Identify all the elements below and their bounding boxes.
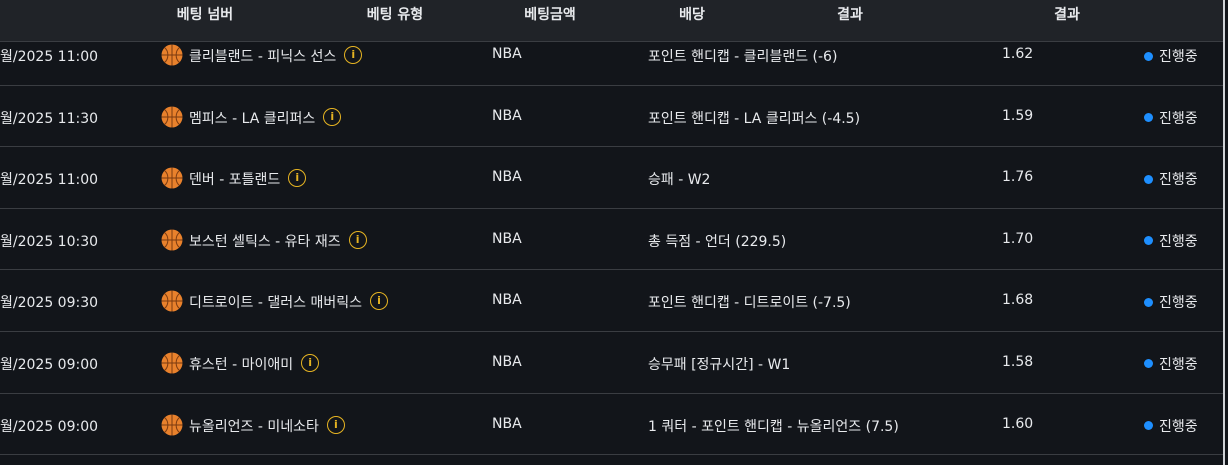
status-label: 진행중: [1159, 110, 1198, 127]
basketball-icon: [161, 106, 183, 128]
league: NBA: [492, 107, 522, 124]
bet-selection: 포인트 핸디캡 - 클리블랜드 (-6): [648, 49, 838, 65]
table-header: 베팅 넘버 베팅 유형 베팅금액 배당 결과 결과: [0, 0, 1223, 42]
match-label: 휴스턴 - 마이애미: [189, 356, 294, 373]
status-label: 진행중: [1159, 356, 1198, 373]
basketball-icon: [161, 229, 183, 251]
status-dot-icon: [1144, 359, 1153, 369]
status-label: 진행중: [1159, 418, 1198, 435]
bet-selection: 승패 - W2: [648, 172, 711, 189]
status-dot-icon: [1144, 297, 1153, 307]
basketball-icon: [161, 167, 183, 189]
basketball-icon: [161, 352, 183, 374]
match-name[interactable]: 뉴올리언즈 - 미네소타 i: [189, 415, 345, 436]
table-row[interactable]: 월/2025 11:00 클리블랜드 - 피닉스 선스 i NBA 포인트 핸디캡…: [0, 24, 1223, 86]
col-bet-amount: 베팅금액: [524, 7, 576, 23]
info-icon[interactable]: i: [348, 230, 367, 249]
match-name[interactable]: 디트로이트 - 댈러스 매버릭스 i: [189, 292, 388, 312]
table-row[interactable]: 월/2025 10:30 보스턴 셀틱스 - 유타 재즈 i NBA 총 득점 -…: [0, 209, 1223, 271]
league: NBA: [492, 353, 522, 370]
table-row[interactable]: 월/2025 09:00 휴스턴 - 마이애미 i NBA 승무패 [정규시간] …: [0, 332, 1223, 394]
col-bet-number: 베팅 넘버: [176, 7, 234, 23]
info-icon[interactable]: i: [323, 107, 342, 126]
match-label: 디트로이트 - 댈러스 매버릭스: [189, 295, 362, 312]
status-badge: 진행중: [1144, 354, 1198, 374]
league: NBA: [492, 46, 522, 62]
bet-date: 월/2025 11:00: [0, 172, 99, 189]
match-name[interactable]: 보스턴 셀틱스 - 유타 재즈 i: [189, 230, 367, 251]
status-badge: 진행중: [1144, 416, 1198, 436]
basketball-icon: [161, 44, 183, 66]
match-name[interactable]: 멤피스 - LA 클리퍼스 i: [189, 107, 342, 128]
status-dot-icon: [1144, 236, 1153, 246]
bet-date: 월/2025 09:00: [0, 418, 99, 435]
status-dot-icon: [1144, 113, 1153, 123]
col-bet-type: 베팅 유형: [366, 7, 424, 23]
odds-value: 1.70: [1002, 230, 1034, 247]
bet-selection: 승무패 [정규시간] - W1: [648, 356, 791, 373]
bet-date: 월/2025 09:30: [0, 295, 99, 312]
table-row[interactable]: 월/2025 11:30 멤피스 - LA 클리퍼스 i NBA 포인트 핸디캡 …: [0, 86, 1223, 148]
bet-date: 월/2025 10:30: [0, 233, 99, 250]
match-label: 멤피스 - LA 클리퍼스: [189, 110, 316, 127]
status-label: 진행중: [1159, 49, 1198, 65]
bet-selection: 포인트 핸디캡 - 디트로이트 (-7.5): [648, 295, 851, 312]
status-badge: 진행중: [1144, 169, 1198, 189]
league: NBA: [492, 415, 522, 432]
odds-value: 1.60: [1002, 415, 1034, 432]
match-name[interactable]: 휴스턴 - 마이애미 i: [189, 353, 320, 374]
bet-selection: 포인트 핸디캡 - LA 클리퍼스 (-4.5): [648, 110, 861, 127]
status-label: 진행중: [1159, 295, 1198, 312]
table-row[interactable]: 월/2025 09:00 뉴올리언즈 - 미네소타 i NBA 1 쿼터 - 포인…: [0, 394, 1223, 456]
league: NBA: [492, 169, 522, 186]
info-icon[interactable]: i: [344, 46, 363, 64]
info-icon[interactable]: i: [301, 353, 320, 372]
status-label: 진행중: [1159, 233, 1198, 250]
info-icon[interactable]: i: [288, 169, 307, 188]
match-label: 클리블랜드 - 피닉스 선스: [189, 49, 337, 65]
status-badge: 진행중: [1144, 292, 1198, 312]
table-row[interactable]: 월/2025 09:30 디트로이트 - 댈러스 매버릭스 i NBA 포인트 핸…: [0, 270, 1223, 332]
basketball-icon: [161, 414, 183, 436]
match-label: 보스턴 셀틱스 - 유타 재즈: [189, 233, 341, 250]
status-label: 진행중: [1159, 172, 1198, 189]
table-body: 월/2025 11:00 클리블랜드 - 피닉스 선스 i NBA 포인트 핸디캡…: [0, 24, 1223, 456]
basketball-icon: [161, 290, 183, 312]
odds-value: 1.68: [1002, 292, 1034, 309]
col-result: 결과: [837, 7, 863, 23]
league: NBA: [492, 230, 522, 247]
col-result-2: 결과: [1054, 7, 1080, 23]
match-name[interactable]: 덴버 - 포틀랜드 i: [189, 169, 307, 189]
status-badge: 진행중: [1144, 108, 1198, 128]
status-badge: 진행중: [1144, 231, 1198, 251]
status-dot-icon: [1144, 421, 1153, 431]
odds-value: 1.59: [1002, 107, 1034, 124]
bet-selection: 1 쿼터 - 포인트 핸디캡 - 뉴올리언즈 (7.5): [648, 418, 899, 435]
bet-date: 월/2025 11:00: [0, 49, 99, 65]
bet-date: 월/2025 09:00: [0, 356, 99, 373]
odds-value: 1.62: [1002, 46, 1034, 62]
info-icon[interactable]: i: [326, 415, 345, 434]
status-dot-icon: [1144, 174, 1153, 184]
odds-value: 1.58: [1002, 353, 1034, 370]
bet-selection: 총 득점 - 언더 (229.5): [648, 233, 787, 250]
league: NBA: [492, 292, 522, 309]
status-badge: 진행중: [1144, 46, 1198, 66]
match-name[interactable]: 클리블랜드 - 피닉스 선스 i: [189, 46, 363, 66]
status-dot-icon: [1144, 51, 1153, 61]
match-label: 뉴올리언즈 - 미네소타: [189, 418, 319, 435]
info-icon[interactable]: i: [369, 292, 388, 311]
bet-date: 월/2025 11:30: [0, 110, 99, 127]
odds-value: 1.76: [1002, 169, 1034, 186]
table-row[interactable]: 월/2025 11:00 덴버 - 포틀랜드 i NBA 승패 - W2 1.76…: [0, 147, 1223, 209]
match-label: 덴버 - 포틀랜드: [189, 172, 281, 189]
col-odds: 배당: [679, 7, 705, 23]
